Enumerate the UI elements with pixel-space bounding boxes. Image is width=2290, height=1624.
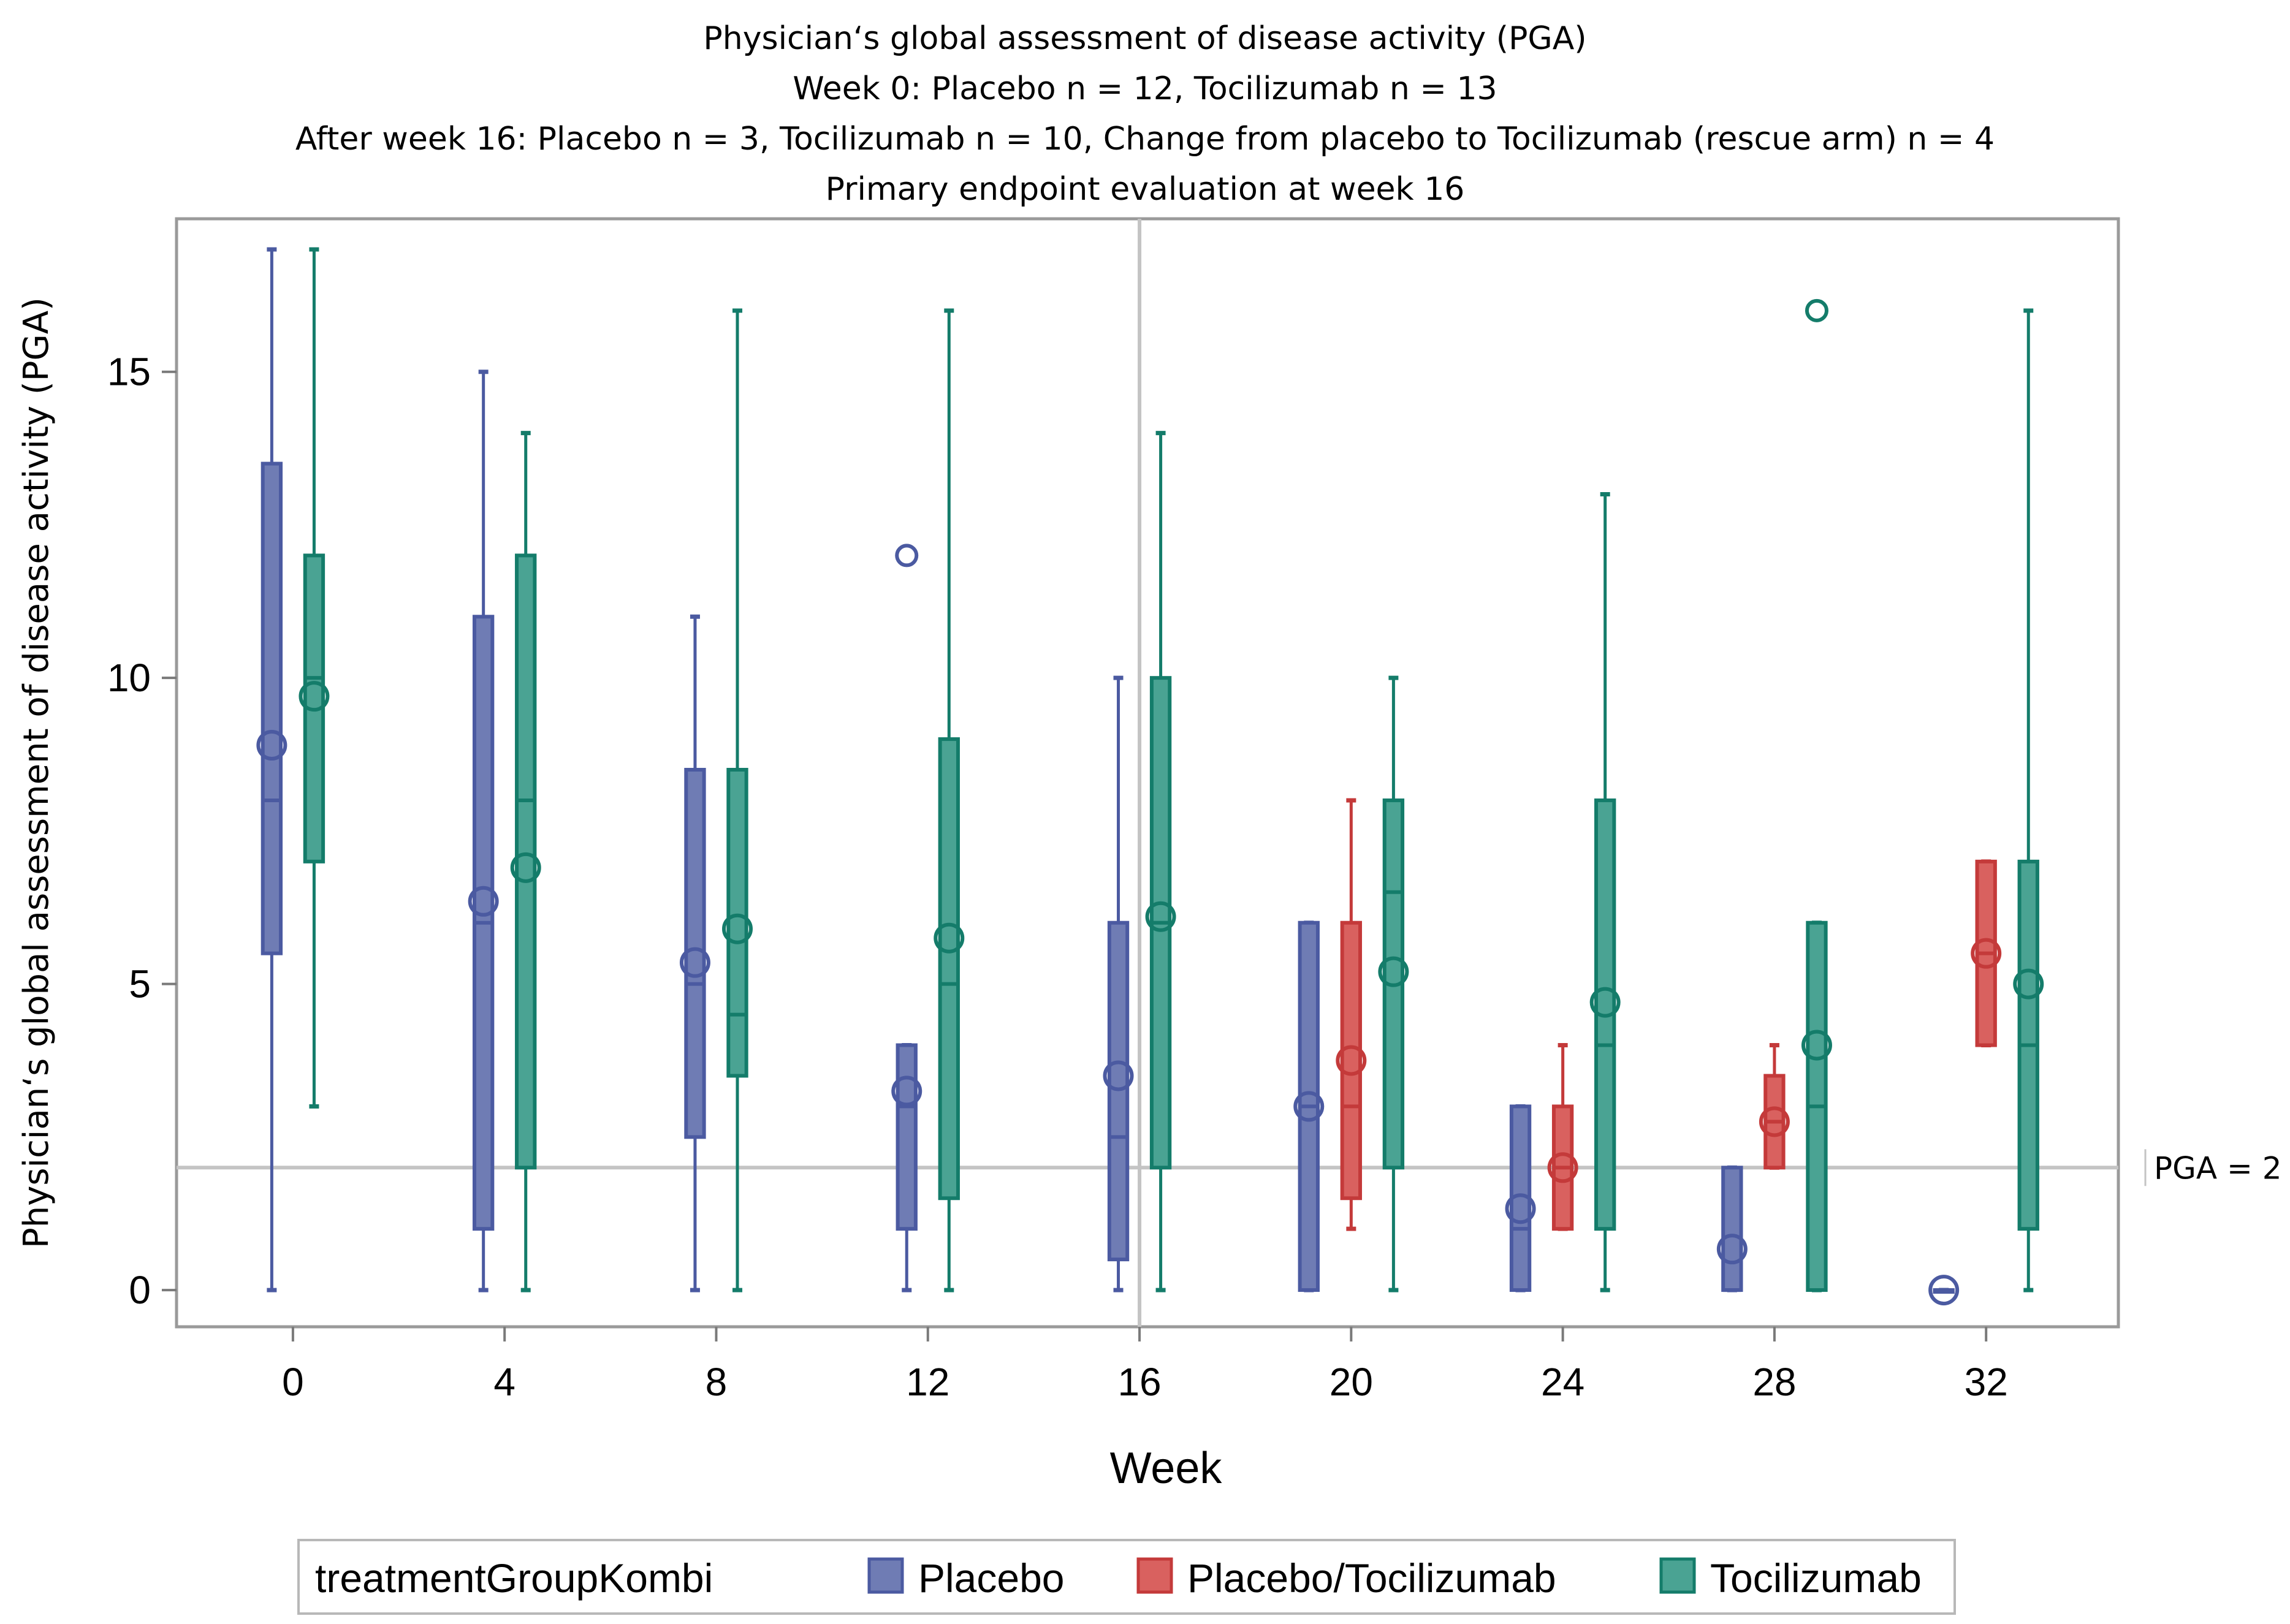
x-tick-label: 8: [706, 1360, 728, 1404]
y-tick-label: 5: [129, 962, 151, 1006]
mean-marker: [510, 852, 541, 883]
x-axis-label: Week: [1110, 1444, 1223, 1493]
legend-swatch-tocilizumab: [1659, 1557, 1696, 1594]
iqr-box: [261, 461, 283, 955]
iqr-box: [1340, 920, 1363, 1201]
tocilizumab-box-week-28: [1801, 298, 1832, 1292]
placebo-tocilizumab-box-week-32: [1971, 859, 2002, 1048]
tocilizumab-box-week-12: [934, 308, 965, 1292]
mean-marker: [722, 913, 753, 944]
iqr-box: [726, 768, 748, 1078]
mean-marker: [1589, 987, 1621, 1018]
iqr-box: [1721, 1166, 1743, 1292]
placebo-tocilizumab-box-week-20: [1336, 798, 1367, 1231]
iqr-box: [684, 768, 706, 1139]
x-tick-label: 24: [1541, 1360, 1584, 1404]
placebo-box-week-28: [1716, 1165, 1748, 1292]
outlier-marker: [895, 544, 919, 567]
x-tick-label: 16: [1117, 1360, 1161, 1404]
y-tick-label: 15: [107, 350, 151, 394]
legend-swatch-placebo: [867, 1557, 904, 1594]
y-axis-label: Physician‘s global assessment of disease…: [17, 297, 56, 1248]
iqr-box: [938, 737, 960, 1201]
x-tick-label: 32: [1965, 1360, 2008, 1404]
mean-marker: [2013, 968, 2044, 1000]
placebo-box-week-0: [256, 247, 287, 1292]
placebo-box-week-8: [679, 614, 710, 1292]
x-tick-label: 28: [1752, 1360, 1796, 1404]
x-tick-label: 0: [282, 1360, 304, 1404]
title-line-1: Physician‘s global assessment of disease…: [703, 20, 1586, 57]
outlier-marker: [1805, 298, 1828, 322]
tocilizumab-box-week-24: [1589, 492, 1621, 1292]
mean-marker: [1928, 1275, 1960, 1306]
placebo-box-week-4: [468, 370, 499, 1292]
legend-label-placebo-tocilizumab: Placebo/Tocilizumab: [1187, 1555, 1556, 1601]
mean-marker: [1801, 1030, 1832, 1061]
box-series: [256, 247, 2044, 1306]
mean-marker: [679, 947, 710, 978]
tocilizumab-box-week-8: [722, 308, 753, 1292]
mean-marker: [1103, 1060, 1134, 1091]
iqr-box: [515, 553, 537, 1170]
legend-title: treatmentGroupKombi: [315, 1555, 713, 1601]
x-tick-label: 12: [906, 1360, 949, 1404]
legend-entries: Placebo Placebo/Tocilizumab Tocilizumab: [867, 1555, 1922, 1601]
x-tick-label: 20: [1329, 1360, 1373, 1404]
legend: treatmentGroupKombi Placebo Placebo/Tocil…: [297, 1539, 1956, 1615]
placebo-box-week-20: [1293, 920, 1325, 1292]
mean-marker: [468, 886, 499, 917]
legend-label-placebo: Placebo: [918, 1555, 1065, 1601]
title-line-3: After week 16: Placebo n = 3, Tocilizuma…: [295, 121, 1995, 157]
mean-marker: [1759, 1106, 1790, 1137]
legend-swatch-placebo-tocilizumab: [1136, 1557, 1173, 1594]
mean-marker: [934, 922, 965, 954]
placebo-tocilizumab-box-week-24: [1547, 1043, 1578, 1231]
mean-marker: [1547, 1152, 1578, 1183]
mean-marker: [891, 1076, 922, 1107]
mean-marker: [1293, 1091, 1325, 1122]
tocilizumab-box-week-16: [1145, 431, 1176, 1292]
placebo-box-week-12: [891, 544, 922, 1292]
placebo-box-week-32: [1928, 1275, 1960, 1306]
x-tick-label: 4: [493, 1360, 515, 1404]
mean-marker: [299, 681, 330, 712]
mean-marker: [1971, 938, 2002, 969]
pga-2-reference-label: PGA = 2: [2154, 1150, 2282, 1186]
plot-area-frame: [175, 217, 2120, 1329]
placebo-box-week-16: [1103, 675, 1134, 1292]
y-axis: 0 5 10 15: [107, 350, 177, 1312]
iqr-box: [896, 1043, 918, 1231]
title-line-4: Primary endpoint evaluation at week 16: [826, 171, 1465, 208]
y-tick-label: 10: [107, 656, 151, 700]
mean-marker: [1505, 1193, 1536, 1224]
placebo-box-week-24: [1505, 1104, 1536, 1292]
title-line-2: Week 0: Placebo n = 12, Tocilizumab n = …: [793, 70, 1497, 107]
tocilizumab-box-week-0: [299, 247, 330, 1109]
mean-marker: [1336, 1045, 1367, 1076]
y-tick-label: 0: [129, 1268, 151, 1312]
tocilizumab-box-week-4: [510, 431, 541, 1292]
mean-marker: [256, 730, 287, 761]
tocilizumab-box-week-20: [1378, 675, 1409, 1292]
placebo-tocilizumab-box-week-28: [1759, 1043, 1790, 1170]
mean-marker: [1145, 901, 1176, 932]
mean-marker: [1716, 1234, 1748, 1265]
tocilizumab-box-week-32: [2013, 308, 2044, 1292]
reference-lines: PGA = 2: [177, 219, 2282, 1327]
chart-title: Physician‘s global assessment of disease…: [295, 20, 1995, 208]
legend-label-tocilizumab: Tocilizumab: [1710, 1555, 1922, 1601]
x-axis: 0 4 8 12 16 20 24 28 32: [282, 1327, 2008, 1404]
mean-marker: [1378, 956, 1409, 987]
